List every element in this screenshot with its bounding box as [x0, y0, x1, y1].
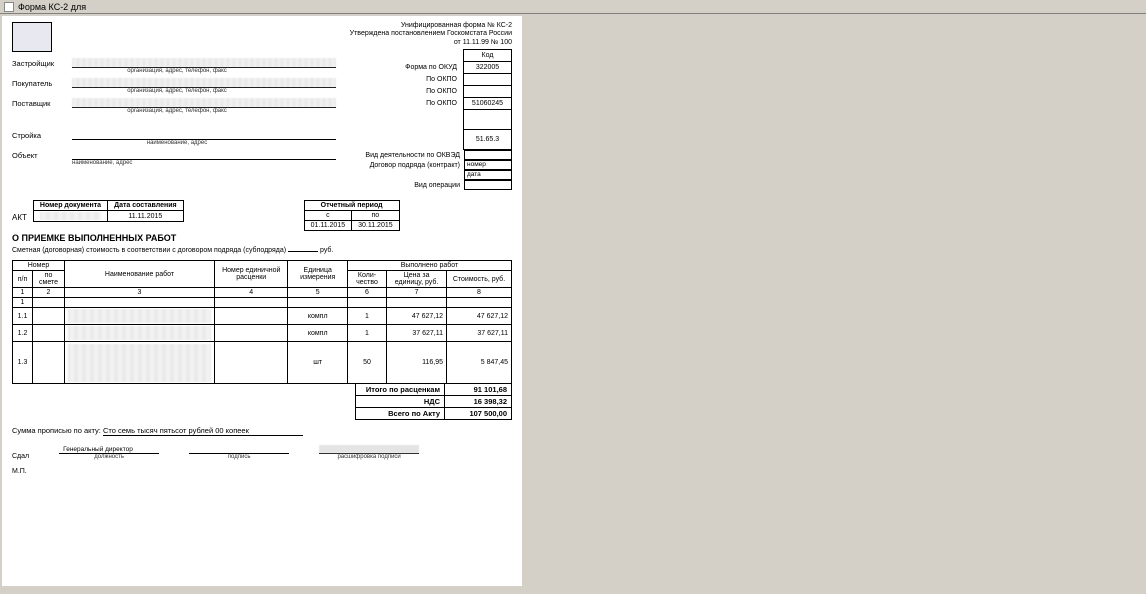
sum-line: Сумма прописью по акту: Сто семь тысяч п…	[12, 426, 512, 436]
document-page: Застройщик организация, адрес, телефон, …	[2, 16, 522, 586]
th-cost: Стоимость, руб.	[447, 271, 512, 288]
table-row: 1.3шт50116,955 847,45	[13, 342, 512, 384]
period-to-h: по	[352, 211, 400, 221]
okud-val: 322005	[464, 62, 512, 74]
th-edras: Номер единичной расценки	[215, 261, 288, 288]
doc-num	[33, 211, 107, 222]
th-done: Выполнено работ	[347, 261, 511, 271]
field-obekt	[72, 150, 336, 160]
vsego-val: 107 500,00	[445, 408, 512, 420]
field-zastroyshik	[72, 58, 336, 68]
date-header: Дата составления	[108, 201, 184, 211]
colnum: 5	[288, 288, 347, 298]
okpo3-val: 51060245	[464, 98, 512, 110]
colnum: 6	[347, 288, 386, 298]
smeta-line: Сметная (договорная) стоимость в соответ…	[12, 247, 512, 254]
th-qty: Коли-чество	[347, 271, 386, 288]
field-pokupatel	[72, 78, 336, 88]
label-pokupatel: Покупатель	[12, 79, 72, 88]
operation-label: Вид операции	[414, 182, 464, 189]
period-header: Отчетный период	[304, 201, 399, 211]
okpo1-val	[464, 74, 512, 86]
colnum: 3	[65, 288, 215, 298]
vsego-label: Всего по Акту	[355, 408, 445, 420]
colnum: 1	[13, 288, 33, 298]
rasch-line	[319, 444, 419, 454]
itogo-val: 91 101,68	[445, 384, 512, 396]
period-table: Отчетный период спо 01.11.201530.11.2015	[304, 200, 400, 231]
th-name: Наименование работ	[65, 261, 215, 288]
table-row: 1	[13, 298, 512, 308]
okpo2-label: По ОКПО	[401, 86, 463, 98]
operation-cell	[464, 180, 512, 190]
position-cap: должность	[94, 454, 124, 460]
empty-code	[464, 110, 512, 130]
sign-cap: подпись	[228, 454, 251, 460]
sdal-label: Сдал	[12, 453, 29, 460]
colnum: 4	[215, 288, 288, 298]
sign-line	[189, 444, 289, 454]
nds-label: НДС	[355, 396, 445, 408]
doc-date: 11.11.2015	[108, 211, 184, 222]
num-header: Номер документа	[33, 201, 107, 211]
field-postavshik	[72, 98, 336, 108]
okpo1-label: По ОКПО	[401, 74, 463, 86]
code-header: Код	[464, 50, 512, 62]
th-num: Номер	[13, 261, 65, 271]
okud-label: Форма по ОКУД	[401, 62, 463, 74]
period-to: 30.11.2015	[352, 221, 400, 231]
position-line: Генеральный директор	[59, 444, 159, 454]
th-price: Цена за единицу, руб.	[387, 271, 447, 288]
contract-label: Договор подряда (контракт)	[370, 162, 464, 169]
sum-text: Сто семь тысяч пятьсот рублей 00 копеек	[103, 426, 303, 436]
works-table: Номер Наименование работ Номер единичной…	[12, 260, 512, 384]
nds-val: 16 398,32	[445, 396, 512, 408]
form-line3: от 11.11.99 № 100	[342, 39, 512, 47]
rasch-cap: расшифровка подписи	[337, 454, 400, 460]
totals-block: Итого по расценкам91 101,68 НДС16 398,32…	[12, 384, 512, 420]
okved-cell	[464, 150, 512, 160]
th-unit: Единица измерения	[288, 261, 347, 288]
window-titlebar: Форма КС-2 для	[0, 0, 1146, 14]
itogo-label: Итого по расценкам	[355, 384, 445, 396]
form-line2: Утверждена постановлением Госкомстата Ро…	[342, 30, 512, 38]
th-pp: п/п	[13, 271, 33, 288]
logo-placeholder	[12, 22, 52, 52]
okpo3-label: По ОКПО	[401, 98, 463, 110]
table-row: 1.1компл147 627,1247 627,12	[13, 308, 512, 325]
sub-org-2: организация, адрес, телефон, факс	[12, 88, 342, 94]
table-row: 1.2компл137 627,1137 627,11	[13, 325, 512, 342]
label-obekt: Объект	[12, 151, 72, 160]
sub-name-1: наименование, адрес	[12, 140, 342, 146]
period-from-h: с	[304, 211, 352, 221]
akt-label: АКТ	[12, 213, 27, 222]
doc-num-table: Номер документаДата составления 11.11.20…	[33, 200, 184, 222]
colnum: 2	[33, 288, 65, 298]
okved-label: Вид деятельности по ОКВЭД	[365, 152, 464, 159]
form-line1: Унифицированная форма № КС-2	[342, 22, 512, 30]
contract-num: номер	[464, 160, 512, 170]
colnum: 8	[447, 288, 512, 298]
akt-title: О ПРИЕМКЕ ВЫПОЛНЕННЫХ РАБОТ	[12, 233, 512, 243]
period-from: 01.11.2015	[304, 221, 352, 231]
okved-val: 51.65.3	[464, 130, 512, 150]
app-icon	[4, 2, 14, 12]
window-title: Форма КС-2 для	[18, 2, 86, 12]
sub-org-3: организация, адрес, телефон, факс	[12, 108, 342, 114]
colnum: 7	[387, 288, 447, 298]
sub-org-1: организация, адрес, телефон, факс	[12, 68, 342, 74]
mp-label: М.П.	[12, 468, 512, 475]
th-posmete: по смете	[33, 271, 65, 288]
contract-date: дата	[464, 170, 512, 180]
label-stroika: Стройка	[12, 131, 72, 140]
label-postavshik: Поставщик	[12, 99, 72, 108]
field-stroika	[72, 130, 336, 140]
code-table: Код Форма по ОКУД322005 По ОКПО По ОКПО …	[401, 49, 512, 150]
sub-name-2: наименование, адрес	[72, 160, 342, 166]
label-zastroyshik: Застройщик	[12, 59, 72, 68]
okpo2-val	[464, 86, 512, 98]
